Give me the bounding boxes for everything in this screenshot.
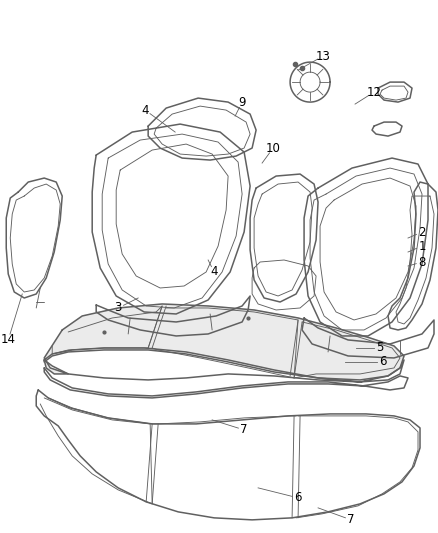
Text: 13: 13 — [316, 50, 331, 62]
Text: 14: 14 — [1, 334, 16, 346]
Text: 5: 5 — [376, 342, 384, 354]
Text: 6: 6 — [379, 356, 387, 368]
Text: 1: 1 — [418, 239, 426, 253]
Text: 7: 7 — [347, 513, 355, 527]
Text: 3: 3 — [114, 302, 122, 314]
Text: 2: 2 — [418, 225, 426, 239]
Text: 4: 4 — [141, 103, 149, 117]
Text: 8: 8 — [418, 255, 426, 269]
Text: 9: 9 — [238, 95, 246, 109]
Text: 4: 4 — [210, 265, 218, 279]
Polygon shape — [44, 304, 404, 380]
Text: 7: 7 — [240, 423, 248, 437]
Text: 10: 10 — [266, 142, 280, 155]
Text: 6: 6 — [294, 491, 302, 504]
Text: 12: 12 — [367, 86, 381, 99]
